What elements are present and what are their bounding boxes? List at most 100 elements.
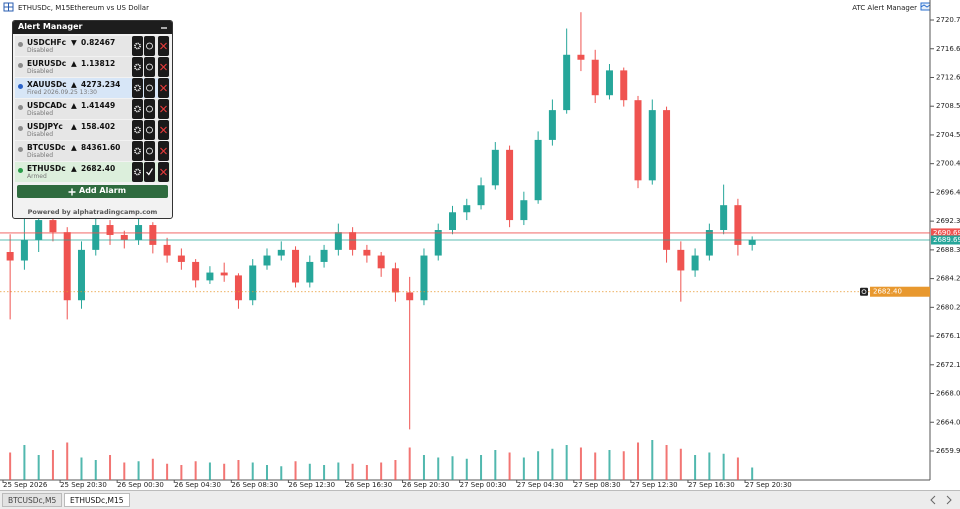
settings-button[interactable] bbox=[132, 57, 143, 77]
volume-bar bbox=[365, 465, 368, 480]
delete-button[interactable] bbox=[158, 141, 169, 161]
gear-icon bbox=[134, 168, 141, 176]
delete-button[interactable] bbox=[158, 57, 169, 77]
volume-bar bbox=[651, 440, 654, 480]
price-label-box bbox=[931, 228, 960, 238]
y-tick-label: 2704.50 bbox=[936, 131, 960, 139]
delete-button[interactable] bbox=[158, 162, 169, 182]
alert-price: 84361.60 bbox=[81, 143, 121, 152]
status-dot bbox=[18, 126, 23, 131]
gear-icon bbox=[134, 42, 141, 50]
toggle-button[interactable] bbox=[144, 57, 155, 77]
panel-title: Alert Manager bbox=[18, 22, 83, 31]
gear-hole bbox=[136, 66, 139, 68]
status-dot bbox=[18, 168, 23, 173]
volume-bar bbox=[66, 442, 69, 480]
settings-button[interactable] bbox=[132, 78, 143, 98]
delete-button[interactable] bbox=[158, 120, 169, 140]
candle-body bbox=[292, 249, 300, 283]
candle-body bbox=[363, 249, 371, 256]
toggle-icon bbox=[146, 105, 153, 113]
delete-button[interactable] bbox=[158, 99, 169, 119]
candle-body bbox=[406, 292, 414, 301]
status-dot bbox=[18, 105, 23, 110]
delete-button[interactable] bbox=[158, 36, 169, 56]
delete-icon bbox=[160, 168, 167, 176]
volume-bar bbox=[565, 445, 568, 480]
settings-button[interactable] bbox=[132, 141, 143, 161]
y-tick-label: 2668.05 bbox=[936, 390, 960, 398]
delete-button-icon bbox=[160, 126, 167, 134]
candle-body bbox=[734, 205, 742, 245]
volume-bar bbox=[537, 451, 540, 480]
chart-tab[interactable]: ETHUSDc,M15 bbox=[64, 493, 130, 507]
delete-icon bbox=[160, 105, 167, 113]
settings-button-icon bbox=[134, 63, 141, 71]
add-alarm-button[interactable]: Add Alarm bbox=[17, 185, 168, 198]
alert-price: 0.82467 bbox=[81, 38, 116, 47]
chart-tab[interactable]: BTCUSDc,M5 bbox=[2, 493, 63, 507]
candle-body bbox=[434, 230, 442, 256]
toggle-button[interactable] bbox=[144, 99, 155, 119]
alert-price: 158.402 bbox=[81, 122, 116, 131]
gear-icon bbox=[134, 84, 141, 92]
toggle-button[interactable] bbox=[144, 36, 155, 56]
settings-button[interactable] bbox=[132, 99, 143, 119]
x-tick-label: 26 Sep 00:30 bbox=[117, 481, 164, 489]
alert-price: 2682.40 bbox=[81, 164, 116, 173]
volume-bar bbox=[665, 445, 668, 480]
settings-button[interactable] bbox=[132, 162, 143, 182]
panel-footer: Powered by alphatradingcamp.com bbox=[27, 208, 158, 216]
delete-button-icon bbox=[160, 105, 167, 113]
minimize-button[interactable] bbox=[159, 23, 169, 33]
status-dot bbox=[18, 84, 23, 89]
delete-button-icon bbox=[160, 42, 167, 50]
volume-bar bbox=[494, 450, 497, 480]
volume-bar bbox=[608, 450, 611, 480]
toggle-button-icon bbox=[146, 105, 153, 113]
x-tick-label: 27 Sep 12:30 bbox=[631, 481, 678, 489]
alert-price: 1.41449 bbox=[81, 101, 116, 110]
toggle-button[interactable] bbox=[144, 78, 155, 98]
volume-bar bbox=[736, 457, 739, 480]
tab-scroll[interactable] bbox=[926, 494, 956, 506]
alert-direction: ▲ bbox=[71, 143, 77, 152]
volume-bar bbox=[194, 461, 197, 480]
alert-status: Disabled bbox=[27, 68, 54, 75]
volume-bar bbox=[23, 445, 26, 480]
candle-body bbox=[634, 100, 642, 181]
volume-bar bbox=[294, 461, 297, 480]
candle-body bbox=[691, 255, 699, 271]
settings-button-icon bbox=[134, 42, 141, 50]
x-tick-label: 25 Sep 20:30 bbox=[60, 481, 107, 489]
gear-hole bbox=[136, 171, 139, 173]
candle-body bbox=[120, 234, 128, 240]
settings-button[interactable] bbox=[132, 36, 143, 56]
volume-bar bbox=[637, 442, 640, 480]
x-tick-label: 27 Sep 08:30 bbox=[574, 481, 621, 489]
volume-bar bbox=[722, 453, 725, 480]
candle-body bbox=[620, 70, 628, 101]
toggle-button[interactable] bbox=[144, 162, 155, 182]
volume-bar bbox=[251, 462, 254, 480]
toggle-icon bbox=[146, 147, 153, 155]
candle-body bbox=[206, 272, 214, 281]
toggle-button-icon bbox=[146, 147, 153, 155]
y-tick-label: 2684.25 bbox=[936, 275, 960, 283]
candle-body bbox=[177, 255, 185, 262]
y-tick-label: 2676.15 bbox=[936, 332, 960, 340]
toggle-button-icon bbox=[146, 63, 153, 71]
volume-bar bbox=[480, 455, 483, 480]
delete-button[interactable] bbox=[158, 78, 169, 98]
delete-button-icon bbox=[160, 84, 167, 92]
volume-bar bbox=[323, 465, 326, 480]
y-tick-label: 2688.30 bbox=[936, 246, 960, 254]
toggle-button[interactable] bbox=[144, 120, 155, 140]
gear-icon bbox=[134, 126, 141, 134]
volume-bar bbox=[166, 463, 169, 480]
candle-body bbox=[277, 249, 285, 256]
toggle-button[interactable] bbox=[144, 141, 155, 161]
alert-direction: ▲ bbox=[71, 59, 77, 68]
settings-button[interactable] bbox=[132, 120, 143, 140]
alert-row: EURUSDc ▲ 1.13812 Disabled bbox=[15, 57, 170, 77]
